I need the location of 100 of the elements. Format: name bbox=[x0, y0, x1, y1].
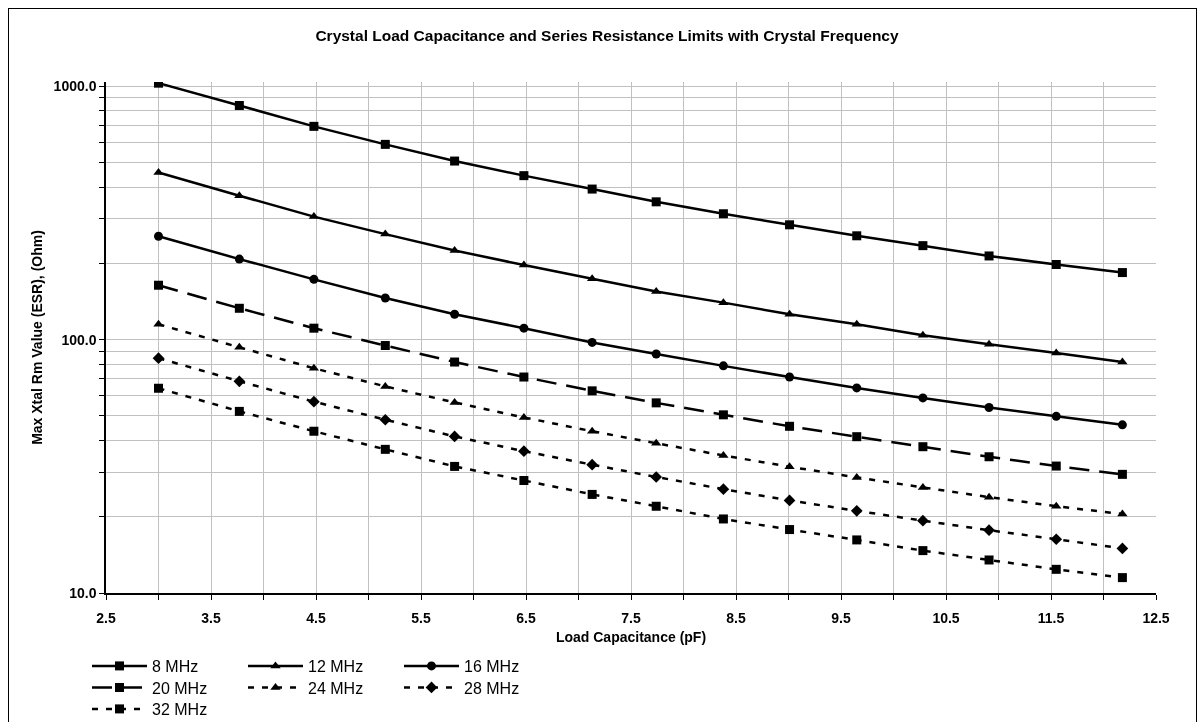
point bbox=[519, 323, 529, 333]
point bbox=[651, 349, 661, 359]
point bbox=[852, 231, 862, 241]
point bbox=[918, 442, 928, 452]
point bbox=[587, 386, 597, 396]
point bbox=[718, 361, 728, 371]
point bbox=[449, 397, 460, 405]
point bbox=[851, 319, 862, 327]
x-tick-label: 9.5 bbox=[831, 609, 851, 626]
point bbox=[154, 280, 163, 290]
point bbox=[984, 555, 994, 565]
point bbox=[587, 337, 597, 347]
point bbox=[785, 372, 795, 382]
point bbox=[1051, 564, 1061, 574]
y-axis-title: Max Xtal Rm Value (ESR), (Ohm) bbox=[28, 230, 45, 445]
point bbox=[718, 514, 728, 524]
point bbox=[309, 426, 319, 436]
point bbox=[1117, 420, 1127, 430]
point bbox=[309, 323, 319, 333]
point bbox=[448, 430, 461, 443]
legend-label: 8 MHz bbox=[152, 658, 199, 676]
point bbox=[651, 197, 661, 207]
point bbox=[1117, 573, 1127, 583]
x-tick-label: 8.5 bbox=[726, 609, 746, 626]
point bbox=[983, 524, 995, 537]
point bbox=[153, 319, 164, 327]
legend-label: 12 MHz bbox=[308, 658, 364, 676]
point bbox=[852, 535, 862, 545]
point bbox=[784, 462, 795, 470]
point bbox=[380, 341, 390, 351]
x-tick-label: 10.5 bbox=[932, 609, 960, 626]
point bbox=[651, 501, 661, 511]
point bbox=[450, 309, 460, 319]
point bbox=[234, 254, 244, 264]
point bbox=[152, 352, 165, 365]
point bbox=[1051, 260, 1061, 269]
point bbox=[449, 245, 460, 253]
point bbox=[380, 381, 391, 389]
point bbox=[651, 398, 661, 408]
point bbox=[380, 139, 390, 149]
point bbox=[651, 438, 662, 446]
point bbox=[1117, 469, 1127, 479]
point bbox=[852, 383, 862, 393]
x-tick-label: 5.5 bbox=[411, 609, 431, 626]
x-tick-label: 3.5 bbox=[201, 609, 221, 626]
legend-label: 28 MHz bbox=[464, 679, 520, 697]
point bbox=[379, 413, 392, 426]
point bbox=[917, 514, 929, 527]
point bbox=[1051, 461, 1061, 471]
point bbox=[850, 505, 863, 517]
point bbox=[309, 274, 319, 284]
x-tick-label: 11.5 bbox=[1037, 609, 1065, 626]
point bbox=[154, 231, 163, 241]
point bbox=[450, 156, 460, 166]
point bbox=[308, 395, 320, 408]
point bbox=[234, 342, 245, 350]
point bbox=[718, 410, 728, 420]
point bbox=[918, 241, 928, 251]
point bbox=[851, 472, 862, 480]
point bbox=[380, 293, 390, 303]
y-tick-label: 10.0 bbox=[69, 584, 97, 601]
point bbox=[380, 444, 390, 454]
point bbox=[984, 452, 994, 462]
point bbox=[1050, 533, 1063, 546]
point bbox=[519, 476, 529, 485]
point bbox=[918, 546, 928, 556]
point bbox=[233, 375, 246, 388]
point bbox=[852, 432, 862, 442]
point bbox=[918, 393, 928, 403]
point bbox=[234, 303, 244, 313]
point bbox=[309, 121, 319, 131]
point bbox=[1051, 501, 1062, 509]
point bbox=[718, 209, 728, 219]
x-tick-label: 4.5 bbox=[306, 609, 326, 626]
point bbox=[1117, 268, 1127, 278]
point bbox=[153, 167, 164, 175]
point bbox=[650, 471, 663, 483]
point bbox=[1051, 411, 1061, 421]
point bbox=[785, 220, 795, 230]
point bbox=[718, 450, 729, 458]
point bbox=[587, 184, 597, 194]
point bbox=[785, 525, 795, 535]
point bbox=[587, 489, 597, 499]
point bbox=[586, 458, 598, 471]
point bbox=[450, 357, 460, 367]
legend-label: 20 MHz bbox=[152, 679, 208, 697]
y-tick-label: 100.0 bbox=[61, 331, 97, 348]
x-tick-label: 12.5 bbox=[1142, 609, 1170, 626]
point bbox=[519, 171, 529, 181]
legend-label: 24 MHz bbox=[308, 679, 364, 697]
x-tick-label: 2.5 bbox=[96, 609, 116, 626]
point bbox=[234, 101, 244, 110]
point bbox=[785, 421, 795, 431]
point bbox=[984, 251, 994, 261]
point bbox=[651, 286, 662, 294]
chart-title: Crystal Load Capacitance and Series Resistance Limits with Crystal Frequency bbox=[315, 27, 899, 45]
point bbox=[984, 402, 994, 412]
point bbox=[717, 483, 730, 495]
point bbox=[518, 445, 530, 457]
point bbox=[519, 372, 529, 382]
